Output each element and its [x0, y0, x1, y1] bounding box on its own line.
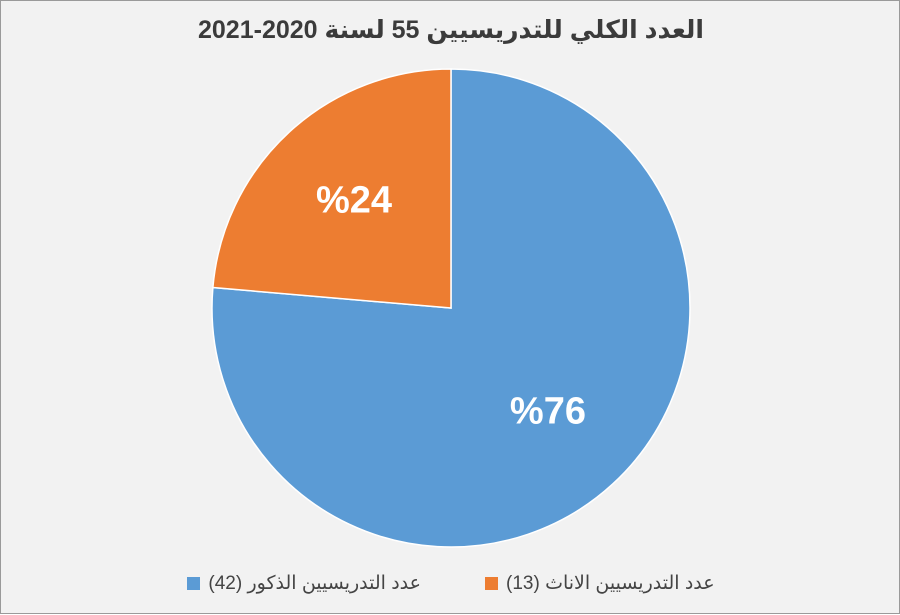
legend-item-female: عدد التدريسيين الاناث (13) [485, 572, 715, 595]
chart-title: العدد الكلي للتدريسيين 55 لسنة 2020-2021 [197, 16, 705, 44]
slice-label-female: %24 [316, 179, 392, 221]
slice-label-male: %76 [510, 391, 586, 433]
pie-slice-female [212, 68, 452, 309]
legend-label-male: عدد التدريسيين الذكور (42) [208, 572, 421, 594]
legend-swatch-female [485, 576, 498, 590]
legend: عدد التدريسيين الذكور (42) عدد التدريسيي… [1, 563, 900, 603]
legend-label-female: عدد التدريسيين الاناث (13) [506, 572, 715, 594]
legend-item-male: عدد التدريسيين الذكور (42) [187, 572, 421, 595]
legend-swatch-male [187, 576, 201, 590]
